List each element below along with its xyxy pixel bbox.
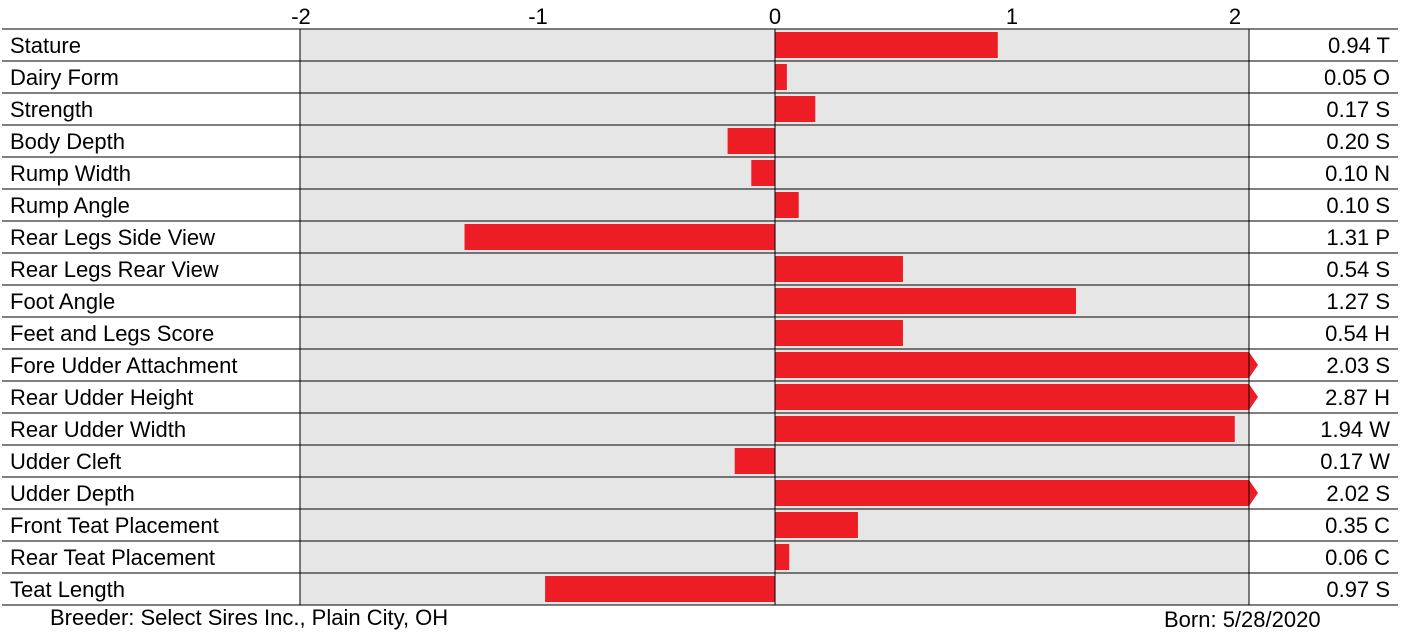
bar	[464, 224, 775, 250]
value-label: 1.31 P	[1326, 225, 1390, 250]
bar	[775, 544, 790, 570]
bar	[775, 64, 787, 90]
bar	[751, 160, 775, 186]
trait-label: Dairy Form	[10, 65, 119, 90]
value-label: 0.35 C	[1325, 513, 1390, 538]
bar	[727, 128, 775, 154]
bar	[775, 480, 1258, 506]
value-label: 0.54 H	[1325, 321, 1390, 346]
breeder-text: Breeder: Select Sires Inc., Plain City, …	[50, 605, 448, 630]
bar	[775, 256, 903, 282]
bar	[775, 320, 903, 346]
value-labels: 0.94 T 0.05 O 0.17 S 0.20 S 0.10 N 0.10 S 1.31…	[1320, 33, 1390, 602]
value-label: 0.97 S	[1326, 577, 1390, 602]
x-tick-label: -2	[291, 4, 311, 29]
value-label: 2.87 H	[1325, 385, 1390, 410]
bar	[734, 448, 775, 474]
bar	[775, 192, 799, 218]
trait-label: Strength	[10, 97, 93, 122]
born-text: Born: 5/28/2020	[1164, 607, 1321, 632]
value-label: 0.94 T	[1328, 33, 1390, 58]
value-label: 0.10 N	[1325, 161, 1390, 186]
value-label: 0.20 S	[1326, 129, 1390, 154]
trait-label: Rump Angle	[10, 193, 130, 218]
bar	[775, 288, 1076, 314]
trait-label: Rear Legs Rear View	[10, 257, 219, 282]
bar	[775, 96, 816, 122]
value-label: 1.94 W	[1320, 417, 1390, 442]
bar	[775, 416, 1235, 442]
bar	[775, 512, 858, 538]
trait-label: Rear Teat Placement	[10, 545, 215, 570]
trait-label: Feet and Legs Score	[10, 321, 214, 346]
trait-label: Front Teat Placement	[10, 513, 219, 538]
x-tick-label: 2	[1229, 4, 1241, 29]
x-tick-label: -1	[528, 4, 548, 29]
grid-lines	[2, 28, 1398, 606]
trait-label: Rear Udder Height	[10, 385, 193, 410]
bar	[775, 32, 998, 58]
bar	[545, 576, 775, 602]
bars	[464, 32, 1258, 602]
x-tick-label: 0	[769, 4, 781, 29]
x-tick-label: 1	[1006, 4, 1018, 29]
value-label: 0.17 W	[1320, 449, 1390, 474]
value-label: 0.06 C	[1325, 545, 1390, 570]
bar	[775, 384, 1258, 410]
trait-labels: Stature Dairy Form Strength Body Depth Rump …	[10, 33, 237, 602]
trait-label: Body Depth	[10, 129, 125, 154]
x-axis-ticks: -2 -1 0 1 2	[291, 4, 1241, 29]
trait-label: Udder Depth	[10, 481, 135, 506]
value-label: 0.05 O	[1324, 65, 1390, 90]
trait-label: Rump Width	[10, 161, 131, 186]
trait-label: Rear Udder Width	[10, 417, 186, 442]
trait-label: Fore Udder Attachment	[10, 353, 237, 378]
trait-label: Udder Cleft	[10, 449, 121, 474]
trait-label: Stature	[10, 33, 81, 58]
value-label: 0.17 S	[1326, 97, 1390, 122]
value-label: 2.02 S	[1326, 481, 1390, 506]
trait-label: Teat Length	[10, 577, 125, 602]
value-label: 0.10 S	[1326, 193, 1390, 218]
trait-label: Foot Angle	[10, 289, 115, 314]
value-label: 0.54 S	[1326, 257, 1390, 282]
trait-label: Rear Legs Side View	[10, 225, 215, 250]
bar	[775, 352, 1258, 378]
value-label: 2.03 S	[1326, 353, 1390, 378]
value-label: 1.27 S	[1326, 289, 1390, 314]
